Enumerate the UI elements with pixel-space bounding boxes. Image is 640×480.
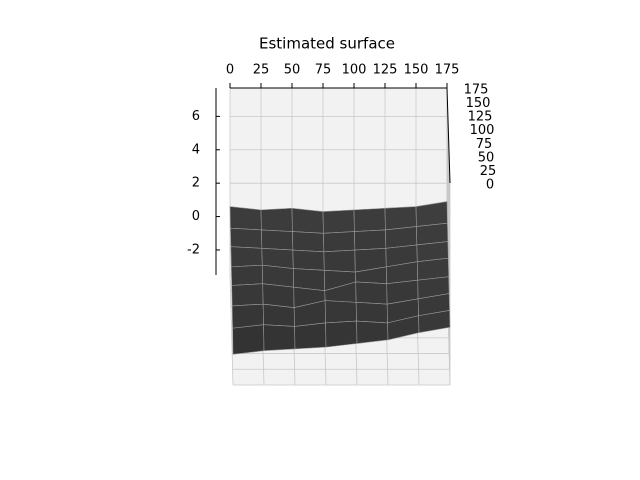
surface-patch	[230, 227, 263, 249]
surface-patch	[416, 257, 450, 281]
z-tick-label: -2	[187, 242, 200, 257]
x-tick-label: 175	[435, 63, 460, 78]
y-tick-label: 0	[486, 178, 494, 193]
z-tick-label: 0	[192, 209, 200, 224]
surface-patch	[384, 206, 417, 231]
surface-patch	[262, 283, 295, 309]
surface-patch	[263, 324, 296, 352]
x-tick-label: 100	[342, 63, 367, 78]
y-tick-label: 175	[464, 83, 489, 98]
grid-line	[446, 116, 451, 214]
surface-patch	[324, 300, 357, 324]
z-tick-label: 2	[192, 176, 200, 191]
grid-line	[446, 149, 451, 250]
surface-patch	[230, 246, 263, 268]
surface-patch	[230, 264, 264, 286]
x-tick-label: 150	[404, 63, 429, 78]
chart-title: Estimated surface	[259, 35, 395, 53]
y-tick-label: 75	[476, 137, 493, 152]
surface-patch	[232, 324, 265, 355]
surface-patch	[355, 302, 388, 324]
surface-patch	[353, 207, 386, 232]
x-tick-label: 25	[253, 63, 270, 78]
z-tick-label: 4	[192, 142, 200, 157]
surface-patch	[325, 320, 358, 348]
surface-patch	[260, 207, 293, 232]
surface-patch	[292, 231, 325, 253]
y-tick-label: 100	[470, 123, 495, 138]
surface-patch	[385, 226, 418, 249]
x-tick-label: 125	[373, 63, 398, 78]
surface-patch	[323, 249, 356, 273]
surface-patch	[355, 281, 388, 305]
z-tick-label: 6	[192, 109, 200, 124]
surface-patch	[322, 209, 355, 234]
surface-patch	[229, 206, 262, 231]
surface-patch	[292, 249, 325, 271]
surface-patch	[262, 303, 295, 327]
surface-patch	[291, 207, 324, 234]
grid-line	[446, 183, 451, 286]
surface-patch	[418, 310, 451, 334]
y-tick-label: 50	[478, 150, 495, 165]
y-tick-label: 125	[468, 110, 493, 125]
surface-patch	[294, 322, 327, 350]
grid-line	[229, 274, 234, 386]
y-tick-label: 25	[480, 164, 497, 179]
surface-patch	[231, 303, 264, 329]
y-axis	[446, 87, 451, 184]
x-tick-label: 0	[226, 63, 234, 78]
surface-patch	[261, 229, 294, 251]
surface-patch	[416, 222, 449, 246]
surface-patch	[356, 320, 389, 344]
surface-patch	[323, 231, 356, 253]
surface-patch	[354, 229, 387, 251]
x-tick-label: 50	[284, 63, 301, 78]
surface-patch	[231, 283, 264, 307]
y-tick-label: 150	[466, 96, 491, 111]
x-tick-label: 75	[315, 63, 332, 78]
surface-patch	[292, 268, 326, 292]
